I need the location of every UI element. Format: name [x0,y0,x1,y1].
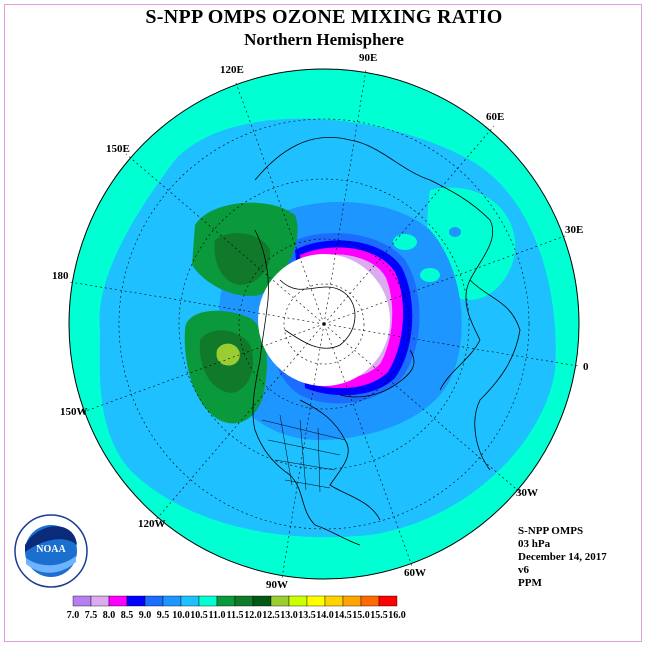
lon-label-60e: 60E [486,111,504,123]
colorbar-label: 10.0 [172,610,190,621]
info-block: S-NPP OMPS 03 hPa December 14, 2017 v6 P… [518,525,607,590]
noaa-logo-wave [26,556,76,573]
coastline-eurasia [254,137,494,391]
colorbar-label: 13.5 [298,610,316,621]
colorbar-swatch [144,595,164,607]
latitude-circle-60 [238,238,410,410]
latitude-circle-40 [178,178,470,470]
colorbar-swatch [360,595,380,607]
ozone-max-12-5 [216,343,240,366]
colorbar-label: 11.0 [209,610,226,621]
lon-label-30w: 30W [516,487,538,499]
lon-label-120w: 120W [138,518,166,530]
coastline-greenland [339,349,415,398]
state-border-lines-2 [279,414,321,493]
lon-label-90e: 90E [359,52,377,64]
colorbar-label: 11.5 [227,610,244,621]
lon-label-0: 0 [583,361,589,373]
ozone-spot-2 [420,268,440,282]
colorbar-swatch [162,595,182,607]
colorbar-swatch [324,595,344,607]
colorbar-label: 15.0 [352,610,370,621]
state-border-lines-1 [261,419,346,489]
coastline-north-america-east [299,399,381,521]
info-instrument: S-NPP OMPS [518,525,584,537]
lon-label-150e: 150E [106,143,130,155]
colorbar-label: 7.5 [85,610,98,621]
colorbar-label: 8.5 [121,610,134,621]
colorbar-label: 9.0 [139,610,152,621]
colorbar-swatch [90,595,110,607]
coastline-north-america-west [252,359,361,546]
latitude-circles [118,118,530,530]
colorbar-swatch [198,595,218,607]
colorbar-label: 14.5 [334,610,352,621]
colorbar-swatch [216,595,236,607]
info-level: 03 hPa [518,538,551,550]
info-units: PPM [518,577,542,589]
colorbar-label: 10.5 [190,610,208,621]
colorbar-swatch [252,595,272,607]
colorbar-label: 15.5 [370,610,388,621]
colorbar-swatch [108,595,128,607]
colorbar-swatch [234,595,254,607]
colorbar-swatch [306,595,326,607]
noaa-logo: NOAA [14,514,88,588]
colorbar-swatch [288,595,308,607]
meridian-150e [125,153,325,325]
colorbar-label: 9.5 [157,610,170,621]
colorbar-label: 16.0 [388,610,406,621]
coastline-bering [254,229,269,361]
lon-label-60w: 60W [404,567,426,579]
coastlines [252,137,521,546]
colorbar-label: 13.0 [280,610,298,621]
lon-label-120e: 120E [220,64,244,76]
colorbar-swatch [126,595,146,607]
lon-label-30e: 30E [565,224,583,236]
polar-night-no-data [258,254,390,386]
coastline-arctic [279,279,356,349]
latitude-circle-20 [118,118,530,530]
ozone-spot-3 [449,227,461,237]
colorbar-swatch [342,595,362,607]
colorbar-swatch [378,595,398,607]
map-title: S-NPP OMPS OZONE MIXING RATIO [145,6,503,28]
figure-frame [4,4,642,642]
meridian-30w [323,323,523,495]
info-date: December 14, 2017 [518,551,607,563]
colorbar-swatch [180,595,200,607]
colorbar-label: 14.0 [316,610,334,621]
map-subtitle: Northern Hemisphere [244,30,404,49]
colorbar-swatch [72,595,92,607]
lon-label-180: 180 [52,270,69,282]
ozone-spot-1 [393,234,417,250]
colorbar-label: 12.0 [244,610,262,621]
lon-label-90w: 90W [266,579,288,591]
coastline-europe-africa [469,279,521,471]
lon-label-150w: 150W [60,406,88,418]
colorbar-label: 7.0 [67,610,80,621]
colorbar: 7.0 7.5 8.0 8.5 9.0 9.5 10.0 10.5 11.0 11.5 12.0 12… [67,595,406,621]
info-version: v6 [518,564,529,576]
globe-outline [68,68,580,580]
latitude-circle-80 [283,283,365,365]
meridian-60e [323,125,495,325]
meridian-120w [153,323,325,523]
colorbar-label: 8.0 [103,610,116,621]
longitude-labels: 90E 60E 30E 0 30W 60W 90W 120W 150W 180 … [52,52,589,591]
us-state-borders [261,414,346,493]
noaa-logo-text: NOAA [36,544,66,555]
meridians [69,69,579,579]
noaa-logo-bird [25,526,77,552]
colorbar-label: 12.5 [262,610,280,621]
ozone-high-west-pacific-core [214,233,271,285]
colorbar-swatch [270,595,290,607]
